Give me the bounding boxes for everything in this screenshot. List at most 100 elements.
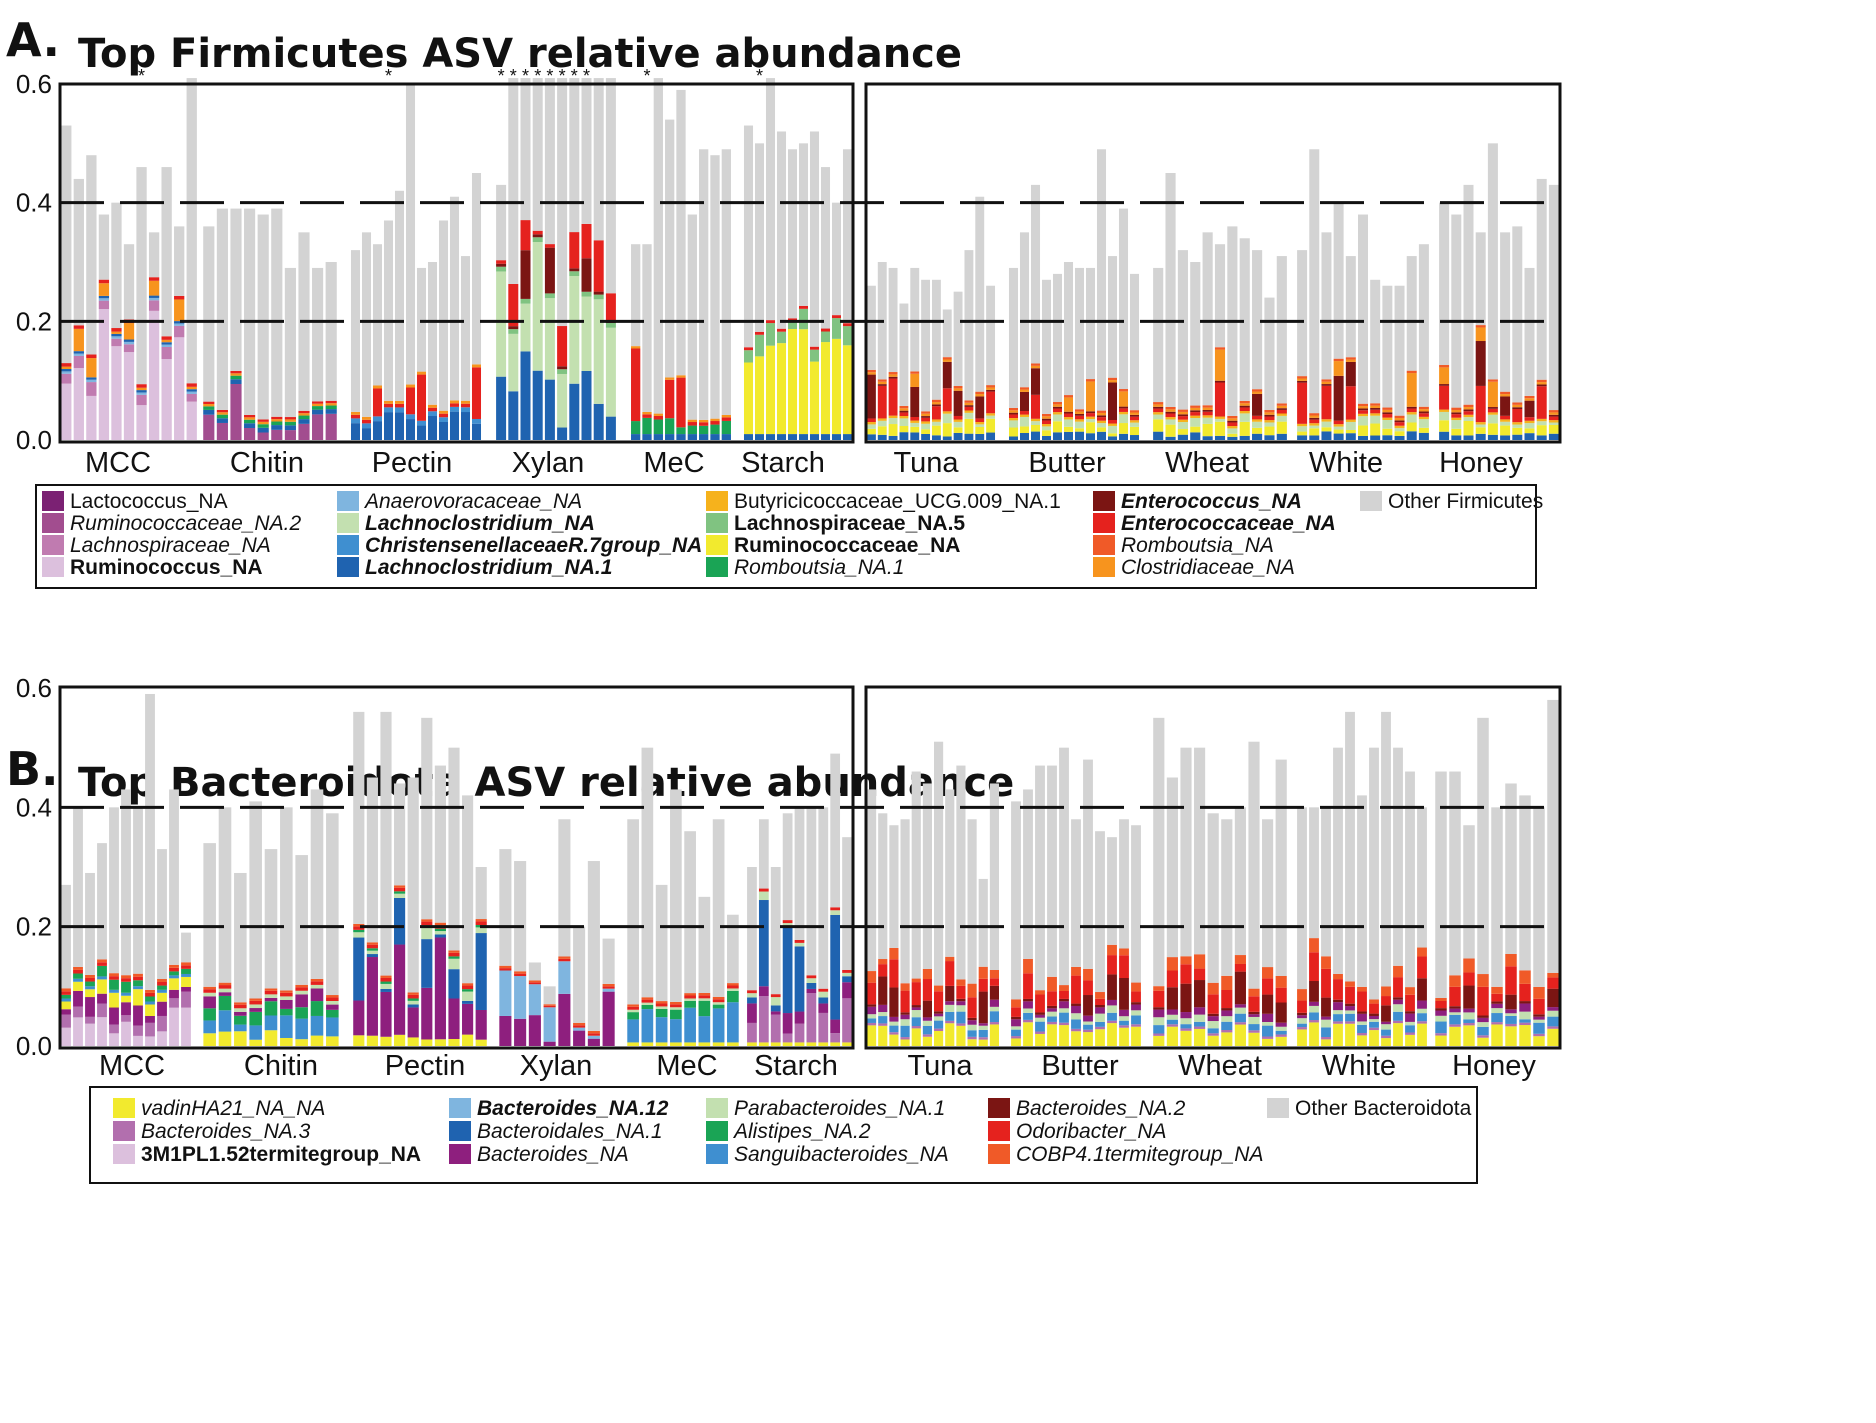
- bar-segment: [61, 1027, 71, 1046]
- bar-segment: [111, 328, 122, 332]
- bar-segment: [967, 1030, 977, 1037]
- bar-segment: [86, 377, 97, 380]
- bar-segment: [910, 373, 920, 387]
- bar-segment: [581, 258, 592, 292]
- bar-segment: [1074, 428, 1085, 432]
- bar-segment: [747, 867, 757, 991]
- bar-segment: [372, 244, 383, 386]
- bar-segment: [1107, 944, 1117, 956]
- bar-segment: [956, 1023, 966, 1026]
- bar-segment: [1153, 404, 1164, 407]
- bar-segment: [1074, 409, 1085, 412]
- bar-segment: [1435, 1021, 1447, 1034]
- bar-segment: [831, 315, 842, 319]
- bar-segment: [528, 982, 541, 985]
- bar-segment: [1052, 273, 1063, 403]
- bar-segment: [1248, 1030, 1260, 1033]
- bar-segment: [631, 244, 641, 347]
- bar-segment: [438, 220, 449, 411]
- bar-segment: [1345, 986, 1355, 1004]
- bar-segment: [462, 983, 474, 986]
- bar-segment: [73, 807, 83, 967]
- bar-segment: [85, 989, 95, 998]
- bar-segment: [1165, 409, 1176, 412]
- bar-segment: [73, 990, 83, 1007]
- panel-a-letter: A.: [6, 13, 60, 67]
- bar-segment: [1264, 422, 1275, 427]
- bar-segment: [1177, 414, 1188, 417]
- bar-segment: [1177, 429, 1188, 435]
- legend-swatch: [449, 1144, 471, 1164]
- bar-segment: [1463, 1012, 1475, 1020]
- bar-segment: [655, 884, 668, 1002]
- bar-segment: [1417, 1023, 1427, 1046]
- bar-segment: [1297, 376, 1308, 379]
- bar-segment: [867, 1004, 877, 1007]
- bar-segment: [1370, 435, 1381, 440]
- bar-segment: [1131, 1010, 1141, 1016]
- bar-segment: [830, 910, 841, 915]
- bar-segment: [1052, 408, 1063, 413]
- bar-segment: [867, 1006, 877, 1015]
- bar-segment: [1023, 1022, 1033, 1046]
- bar-segment: [806, 1042, 817, 1046]
- bar-segment: [989, 1011, 999, 1023]
- bar-segment: [1491, 1008, 1503, 1014]
- bar-segment: [312, 414, 324, 440]
- bar-segment: [581, 78, 592, 224]
- bar-segment: [284, 419, 296, 422]
- bar-segment: [1083, 980, 1093, 996]
- bar-segment: [326, 1009, 339, 1018]
- bar-segment: [934, 1013, 944, 1017]
- bar-segment: [1083, 1015, 1093, 1022]
- bar-segment: [1153, 1033, 1165, 1036]
- bar-segment: [1547, 1026, 1559, 1029]
- bar-segment: [1095, 1029, 1105, 1046]
- legend-swatch: [706, 1121, 728, 1141]
- bar-segment: [475, 933, 487, 1010]
- bar-segment: [174, 337, 185, 440]
- bar-segment: [770, 867, 781, 995]
- bar-segment: [1252, 391, 1263, 394]
- group-label-honey: Honey: [1439, 447, 1523, 479]
- bar-segment: [867, 1018, 877, 1023]
- bar-segment: [1394, 415, 1405, 419]
- legend-label: ChristensenellaceaeR.7group_NA: [365, 534, 702, 557]
- bar-segment: [967, 1024, 977, 1031]
- bar-segment: [1096, 420, 1107, 424]
- bar-segment: [1487, 414, 1498, 424]
- bar-segment: [1500, 232, 1511, 392]
- bar-segment: [372, 388, 383, 417]
- bar-segment: [1369, 1003, 1379, 1014]
- bar-segment: [86, 358, 97, 378]
- bar-segment: [1118, 414, 1129, 424]
- bar-segment: [109, 1007, 119, 1025]
- bar-segment: [830, 907, 841, 911]
- bar-segment: [1190, 412, 1201, 416]
- bar-segment: [1321, 1036, 1331, 1040]
- significance-asterisk: *: [559, 66, 566, 86]
- bar-segment: [1345, 419, 1356, 422]
- bar-segment: [1131, 1004, 1141, 1011]
- bar-segment: [1107, 423, 1118, 426]
- bar-segment: [878, 976, 888, 1005]
- bar-segment: [1477, 717, 1489, 975]
- bar-segment: [1276, 403, 1287, 406]
- bar-segment: [1487, 423, 1498, 435]
- bar-segment: [98, 309, 110, 440]
- bar-segment: [1262, 1021, 1274, 1026]
- bar-segment: [1435, 1010, 1447, 1016]
- bar-segment: [1345, 1006, 1355, 1011]
- bar-segment: [416, 420, 427, 426]
- bar-segment: [1019, 232, 1030, 388]
- bar-segment: [1252, 419, 1263, 422]
- bar-segment: [942, 436, 952, 440]
- significance-asterisk: *: [522, 66, 529, 86]
- bar-segment: [1475, 427, 1486, 434]
- bar-segment: [1248, 1014, 1260, 1017]
- bar-segment: [169, 964, 179, 968]
- bar-segment: [1074, 415, 1085, 420]
- bar-segment: [964, 402, 974, 406]
- bar-segment: [602, 938, 615, 984]
- bar-segment: [818, 1003, 829, 1013]
